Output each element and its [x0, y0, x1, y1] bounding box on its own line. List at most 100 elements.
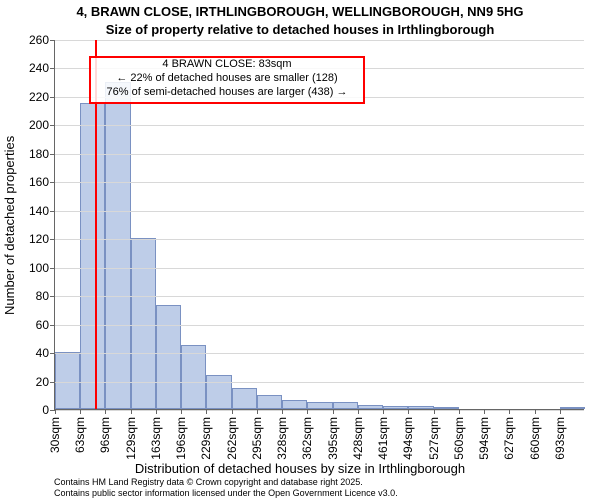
y-tick-mark: [50, 211, 55, 212]
y-tick-mark: [50, 97, 55, 98]
y-axis-label: Number of detached properties: [2, 135, 17, 314]
x-tick-mark: [484, 409, 485, 414]
histogram-bar: [131, 238, 156, 409]
x-tick-mark: [131, 409, 132, 414]
gridline: [55, 182, 584, 183]
x-tick-label: 262sqm: [225, 417, 239, 460]
x-tick-label: 594sqm: [477, 417, 491, 460]
chart-container: 4, BRAWN CLOSE, IRTHLINGBOROUGH, WELLING…: [0, 0, 600, 500]
gridline: [55, 410, 584, 411]
x-tick-label: 693sqm: [553, 417, 567, 460]
gridline: [55, 353, 584, 354]
y-tick-mark: [50, 296, 55, 297]
x-tick-mark: [80, 409, 81, 414]
gridline: [55, 154, 584, 155]
x-tick-mark: [156, 409, 157, 414]
x-tick-label: 129sqm: [124, 417, 138, 460]
x-tick-mark: [333, 409, 334, 414]
x-tick-mark: [206, 409, 207, 414]
chart-title-line1: 4, BRAWN CLOSE, IRTHLINGBOROUGH, WELLING…: [0, 4, 600, 19]
x-tick-label: 63sqm: [73, 417, 87, 453]
histogram-bar: [232, 388, 257, 409]
y-tick-label: 60: [36, 318, 49, 332]
histogram-bar: [80, 103, 105, 409]
x-tick-label: 527sqm: [427, 417, 441, 460]
annotation-box: 4 BRAWN CLOSE: 83sqm← 22% of detached ho…: [89, 56, 365, 104]
histogram-bar: [333, 402, 358, 409]
gridline: [55, 325, 584, 326]
gridline: [55, 40, 584, 41]
y-tick-mark: [50, 382, 55, 383]
attribution-line-2: Contains public sector information licen…: [54, 488, 398, 498]
x-tick-mark: [282, 409, 283, 414]
y-tick-mark: [50, 239, 55, 240]
y-tick-label: 100: [29, 261, 49, 275]
x-tick-label: 295sqm: [250, 417, 264, 460]
x-tick-mark: [509, 409, 510, 414]
y-tick-mark: [50, 125, 55, 126]
y-tick-mark: [50, 154, 55, 155]
attribution-text: Contains HM Land Registry data © Crown c…: [54, 477, 398, 498]
x-tick-mark: [459, 409, 460, 414]
chart-title-line2: Size of property relative to detached ho…: [0, 22, 600, 37]
y-tick-label: 20: [36, 375, 49, 389]
x-tick-label: 30sqm: [48, 417, 62, 453]
y-tick-mark: [50, 182, 55, 183]
x-tick-mark: [434, 409, 435, 414]
gridline: [55, 296, 584, 297]
x-tick-mark: [105, 409, 106, 414]
gridline: [55, 211, 584, 212]
attribution-line-1: Contains HM Land Registry data © Crown c…: [54, 477, 398, 487]
x-tick-label: 362sqm: [300, 417, 314, 460]
y-tick-mark: [50, 68, 55, 69]
x-tick-mark: [257, 409, 258, 414]
x-tick-mark: [358, 409, 359, 414]
y-tick-label: 0: [42, 403, 49, 417]
x-tick-mark: [232, 409, 233, 414]
gridline: [55, 239, 584, 240]
histogram-bar: [105, 82, 130, 409]
y-tick-label: 220: [29, 90, 49, 104]
histogram-bar: [257, 395, 282, 409]
y-tick-label: 40: [36, 346, 49, 360]
histogram-bar: [408, 406, 433, 409]
y-tick-label: 180: [29, 147, 49, 161]
x-tick-mark: [181, 409, 182, 414]
histogram-bar: [156, 305, 181, 409]
x-tick-mark: [560, 409, 561, 414]
gridline: [55, 382, 584, 383]
y-tick-label: 160: [29, 175, 49, 189]
histogram-bar: [206, 375, 231, 409]
y-tick-mark: [50, 268, 55, 269]
histogram-bar: [55, 352, 80, 409]
gridline: [55, 268, 584, 269]
x-tick-label: 229sqm: [199, 417, 213, 460]
x-axis-label: Distribution of detached houses by size …: [0, 461, 600, 476]
x-tick-label: 560sqm: [452, 417, 466, 460]
histogram-bar: [358, 405, 383, 409]
annotation-line: 76% of semi-detached houses are larger (…: [91, 86, 363, 100]
x-tick-mark: [307, 409, 308, 414]
x-tick-label: 461sqm: [376, 417, 390, 460]
x-tick-mark: [55, 409, 56, 414]
y-tick-label: 240: [29, 61, 49, 75]
histogram-bar: [383, 406, 408, 409]
histogram-bar: [434, 407, 459, 409]
gridline: [55, 125, 584, 126]
x-tick-label: 96sqm: [98, 417, 112, 453]
y-tick-mark: [50, 40, 55, 41]
x-tick-mark: [535, 409, 536, 414]
y-tick-label: 200: [29, 118, 49, 132]
y-tick-label: 140: [29, 204, 49, 218]
x-tick-mark: [408, 409, 409, 414]
plot-area: 02040608010012014016018020022024026030sq…: [54, 40, 584, 410]
histogram-bar: [560, 407, 585, 409]
annotation-line: 4 BRAWN CLOSE: 83sqm: [91, 58, 363, 72]
histogram-bar: [181, 345, 206, 409]
x-tick-label: 196sqm: [174, 417, 188, 460]
y-tick-label: 80: [36, 289, 49, 303]
y-tick-mark: [50, 353, 55, 354]
y-tick-mark: [50, 325, 55, 326]
x-tick-label: 328sqm: [275, 417, 289, 460]
histogram-bar: [282, 400, 307, 409]
